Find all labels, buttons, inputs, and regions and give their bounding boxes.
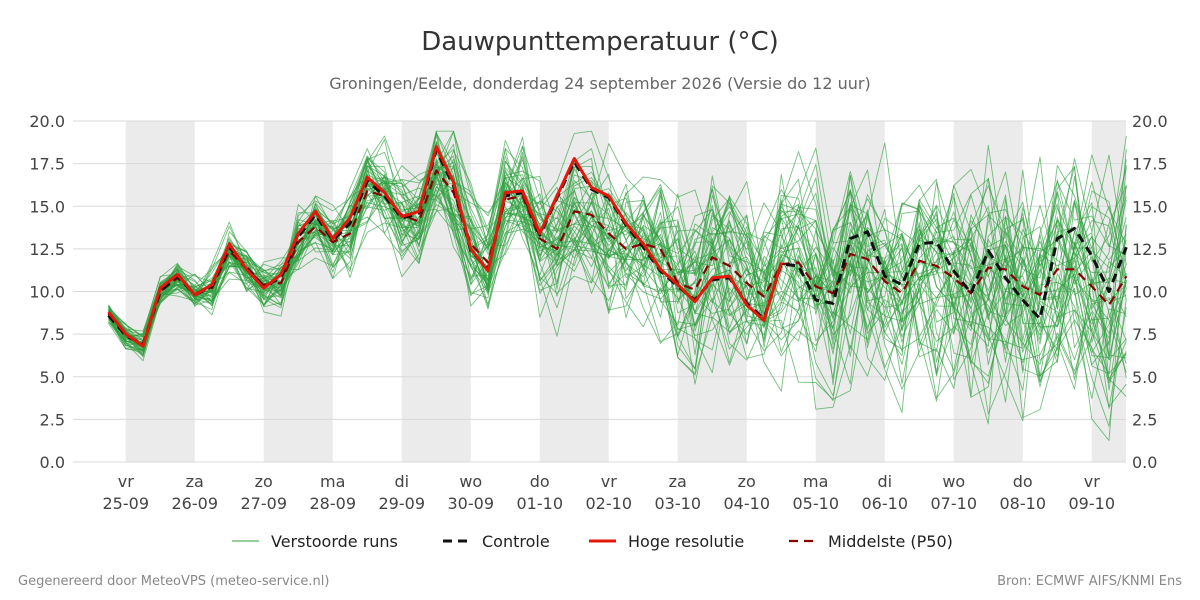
legend-item: Middelste (P50) [789,532,953,551]
y-tick-label-left: 10.0 [29,283,65,302]
ensemble-member-line [108,161,1127,402]
x-tick-day: zo [255,472,273,491]
series-line-hoge-resolutie [107,145,783,348]
y-tick-label-left: 20.0 [29,112,65,131]
y-tick-label-left: 12.5 [29,240,65,259]
y-tick-label-left: 15.0 [29,197,65,216]
axes: 0.0 0.0 2.5 2.5 5.0 5.0 7.5 7.5 10.0 10.0 12.5 12.5… [29,112,1167,513]
y-tick-label-right: 7.5 [1132,325,1157,344]
y-tick-label-left: 7.5 [40,325,65,344]
y-tick-label-right: 5.0 [1132,368,1157,387]
ensemble-lines [108,130,1127,442]
x-tick-day: za [186,472,204,491]
x-tick-day: do [1013,472,1033,491]
footer-left: Gegenereerd door MeteoVPS (meteo-service… [18,574,329,589]
ensemble-member-line [108,147,1127,376]
y-tick-label-right: 0.0 [1132,453,1157,472]
legend-label: Verstoorde runs [271,532,398,551]
y-tick-label-left: 17.5 [29,155,65,174]
y-tick-label-left: 2.5 [40,410,65,429]
y-tick-label-left: 5.0 [40,368,65,387]
x-tick-day: vr [601,472,617,491]
ensemble-member-line [108,158,1127,351]
x-tick-date: 09-10 [1069,494,1116,513]
footer-right: Bron: ECMWF AIFS/KNMI Ens [997,574,1182,589]
ensemble-member-line [108,168,1127,345]
chart-subtitle: Groningen/Eelde, donderdag 24 september … [329,74,870,93]
x-tick-day: wo [459,472,482,491]
x-tick-date: 08-10 [1000,494,1047,513]
x-tick-day: vr [118,472,134,491]
legend-label: Hoge resolutie [628,532,744,551]
y-tick-label-right: 15.0 [1132,197,1168,216]
x-tick-date: 05-10 [793,494,840,513]
ensemble-member-line [108,148,1127,398]
legend: Verstoorde runs Controle Hoge resolutie Mid… [232,532,953,551]
ensemble-member-line [108,161,1127,390]
y-tick-label-left: 0.0 [40,453,65,472]
y-tick-label-right: 20.0 [1132,112,1168,131]
x-tick-date: 03-10 [655,494,702,513]
x-tick-date: 30-09 [448,494,495,513]
x-tick-date: 27-09 [241,494,288,513]
ensemble-member-line [108,130,1127,351]
x-tick-date: 25-09 [103,494,150,513]
x-tick-date: 29-09 [379,494,426,513]
legend-item: Verstoorde runs [232,532,398,551]
legend-label: Controle [482,532,550,551]
series-line-middelste-p50- [107,169,1128,346]
x-tick-date: 04-10 [724,494,771,513]
x-tick-day: zo [738,472,756,491]
x-tick-date: 28-09 [310,494,357,513]
x-tick-day: di [394,472,409,491]
x-tick-date: 01-10 [517,494,564,513]
x-tick-day: di [877,472,892,491]
legend-item: Controle [443,532,550,551]
y-tick-label-right: 10.0 [1132,283,1168,302]
ensemble-member-line [108,167,1127,399]
y-tick-label-right: 12.5 [1132,240,1168,259]
x-tick-day: wo [942,472,965,491]
chart-title: Dauwpunttemperatuur (°C) [421,27,779,57]
x-tick-date: 02-10 [586,494,633,513]
ensemble-member-line [108,143,1127,402]
x-tick-day: ma [320,472,345,491]
x-tick-day: do [530,472,550,491]
x-tick-date: 07-10 [931,494,978,513]
x-tick-date: 26-09 [172,494,219,513]
x-tick-day: vr [1084,472,1100,491]
y-tick-label-right: 2.5 [1132,410,1157,429]
legend-item: Hoge resolutie [589,532,744,551]
x-tick-day: ma [803,472,828,491]
x-tick-day: za [669,472,687,491]
ensemble-member-line [108,174,1127,384]
ensemble-member-line [108,132,1127,378]
x-tick-date: 06-10 [862,494,909,513]
legend-label: Middelste (P50) [828,532,953,551]
main-lines [107,145,1128,348]
ensemble-member-line [108,141,1127,374]
y-tick-label-right: 17.5 [1132,155,1168,174]
